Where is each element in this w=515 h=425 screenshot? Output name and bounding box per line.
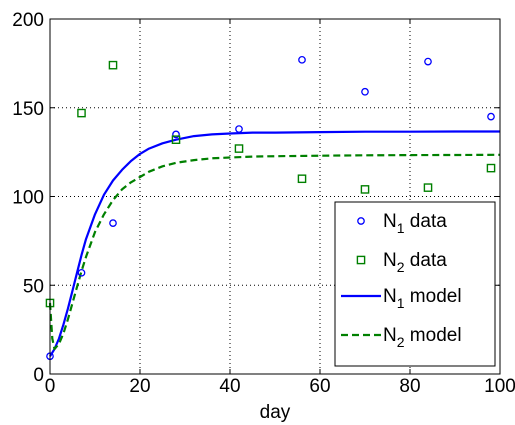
x-tick-label: 40	[219, 376, 240, 397]
data-point-n1-data	[109, 219, 117, 227]
data-point-n2-data	[234, 144, 244, 153]
legend-box	[334, 201, 496, 367]
data-point-n2-data	[297, 174, 307, 184]
data-point-n2-data	[77, 108, 86, 118]
data-point-n2-data	[360, 185, 370, 194]
legend: N1 data N2 data N1 model N2 model	[334, 201, 496, 367]
x-axis-label: day	[260, 402, 291, 423]
data-point-n2-data	[423, 183, 433, 192]
legend-label-n2-data: N2 data	[383, 250, 447, 275]
legend-label-n2-model: N2 model	[383, 325, 462, 350]
series-line-n2-model	[48, 153, 501, 351]
data-point-n1-data	[172, 130, 180, 139]
y-tick-label: 200	[12, 10, 44, 31]
data-point-n1-data	[487, 112, 495, 121]
legend-item-n1-model: N1 model	[341, 286, 462, 311]
data-point-n1-data	[298, 55, 306, 64]
data-point-n2-data	[486, 163, 496, 173]
legend-marker-n2-data	[356, 255, 366, 265]
data-point-n1-data	[235, 125, 243, 133]
legend-marker-n1-data	[357, 217, 365, 225]
series-layer	[45, 55, 501, 361]
legend-item-n1-data: N1 data	[357, 211, 447, 236]
grid	[50, 19, 500, 374]
legend-label-n1-model: N1 model	[383, 286, 462, 311]
ticks: 0 20 40 60 80 100 0 50 100 150 200	[12, 10, 515, 397]
x-tick-label: 20	[129, 376, 150, 397]
series-line-n1-model	[49, 130, 500, 357]
data-point-n1-data	[361, 87, 369, 96]
legend-item-n2-data: N2 data	[356, 250, 447, 275]
legend-label-n1-data: N1 data	[383, 211, 447, 236]
data-point-n1-data	[424, 57, 432, 66]
data-point-n1-data	[77, 268, 86, 277]
legend-item-n2-model: N2 model	[341, 325, 462, 350]
data-point-n2-data	[108, 60, 118, 70]
y-tick-label: 100	[12, 188, 44, 209]
y-tick-label: 150	[12, 99, 44, 120]
y-tick-label: 0	[33, 365, 44, 386]
x-tick-label: 100	[484, 376, 515, 397]
x-tick-label: 0	[45, 376, 56, 397]
x-tick-label: 80	[399, 376, 420, 397]
y-tick-label: 50	[23, 276, 44, 297]
x-tick-label: 60	[309, 376, 330, 397]
data-point-n2-data	[171, 135, 181, 145]
